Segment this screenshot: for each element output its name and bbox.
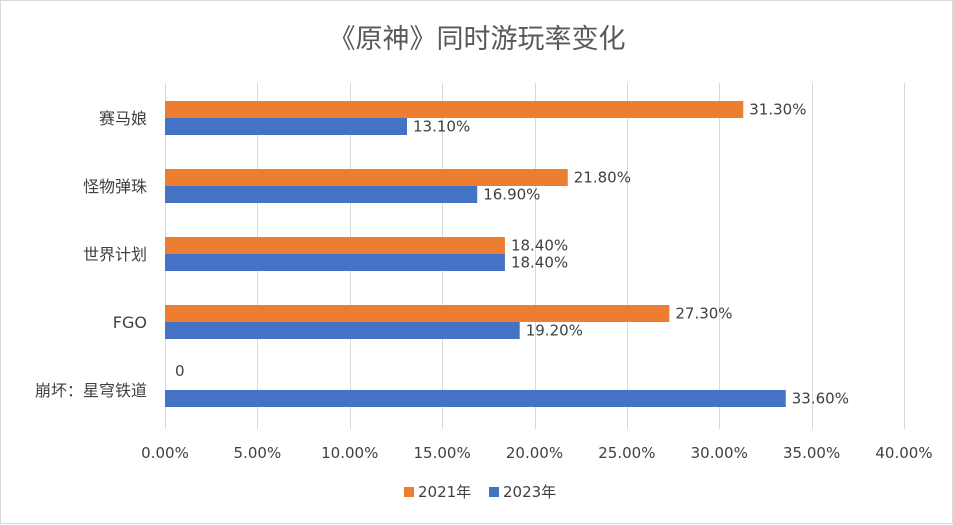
- x-tick-label: 5.00%: [234, 444, 282, 462]
- bar-2021年: [165, 169, 568, 186]
- legend-swatch: [489, 487, 499, 497]
- data-label: 16.90%: [483, 186, 540, 204]
- data-label: 13.10%: [413, 118, 470, 136]
- data-label: 18.40%: [511, 237, 568, 255]
- legend-label: 2023年: [503, 483, 556, 501]
- bar-2023年: [165, 118, 408, 135]
- legend: 2021年 2023年: [404, 483, 556, 501]
- x-tick-label: 0.00%: [141, 444, 189, 462]
- value-axis: 0.00% 5.00% 10.00% 15.00% 20.00% 25.00% 30.00%…: [141, 444, 932, 462]
- category-label: 崩坏：星穹铁道: [35, 381, 147, 400]
- bar-2023年: [165, 254, 505, 271]
- x-tick-label: 30.00%: [691, 444, 748, 462]
- x-tick-label: 35.00%: [783, 444, 840, 462]
- x-tick-label: 20.00%: [506, 444, 563, 462]
- x-tick-label: 40.00%: [875, 444, 932, 462]
- gridlines: [165, 83, 905, 429]
- bar-2023年: [165, 322, 520, 339]
- category-label: 世界计划: [83, 245, 147, 264]
- bars: [165, 101, 786, 407]
- chart-title: 《原神》同时游玩率变化: [329, 24, 626, 55]
- data-label: 18.40%: [511, 254, 568, 272]
- data-label: 19.20%: [526, 322, 583, 340]
- bar-2023年: [165, 390, 786, 407]
- x-tick-label: 10.00%: [321, 444, 378, 462]
- data-label: 21.80%: [574, 169, 631, 187]
- x-tick-label: 25.00%: [598, 444, 655, 462]
- bar-2021年: [165, 305, 670, 322]
- category-label: 赛马娘: [99, 109, 147, 128]
- legend-label: 2021年: [418, 483, 471, 501]
- category-label: FGO: [113, 313, 147, 332]
- data-label: 33.60%: [792, 390, 849, 408]
- bar-2021年: [165, 237, 505, 254]
- legend-swatch: [404, 487, 414, 497]
- bar-2021年: [165, 101, 744, 118]
- data-labels: 31.30% 13.10% 21.80% 16.90% 18.40%18.40% 27.3…: [175, 101, 849, 408]
- bar-2023年: [165, 186, 478, 203]
- data-label: 27.30%: [675, 305, 732, 323]
- category-label: 怪物弹珠: [83, 177, 147, 196]
- x-tick-label: 15.00%: [414, 444, 471, 462]
- data-label: 31.30%: [749, 101, 806, 119]
- data-label: 0: [175, 362, 185, 380]
